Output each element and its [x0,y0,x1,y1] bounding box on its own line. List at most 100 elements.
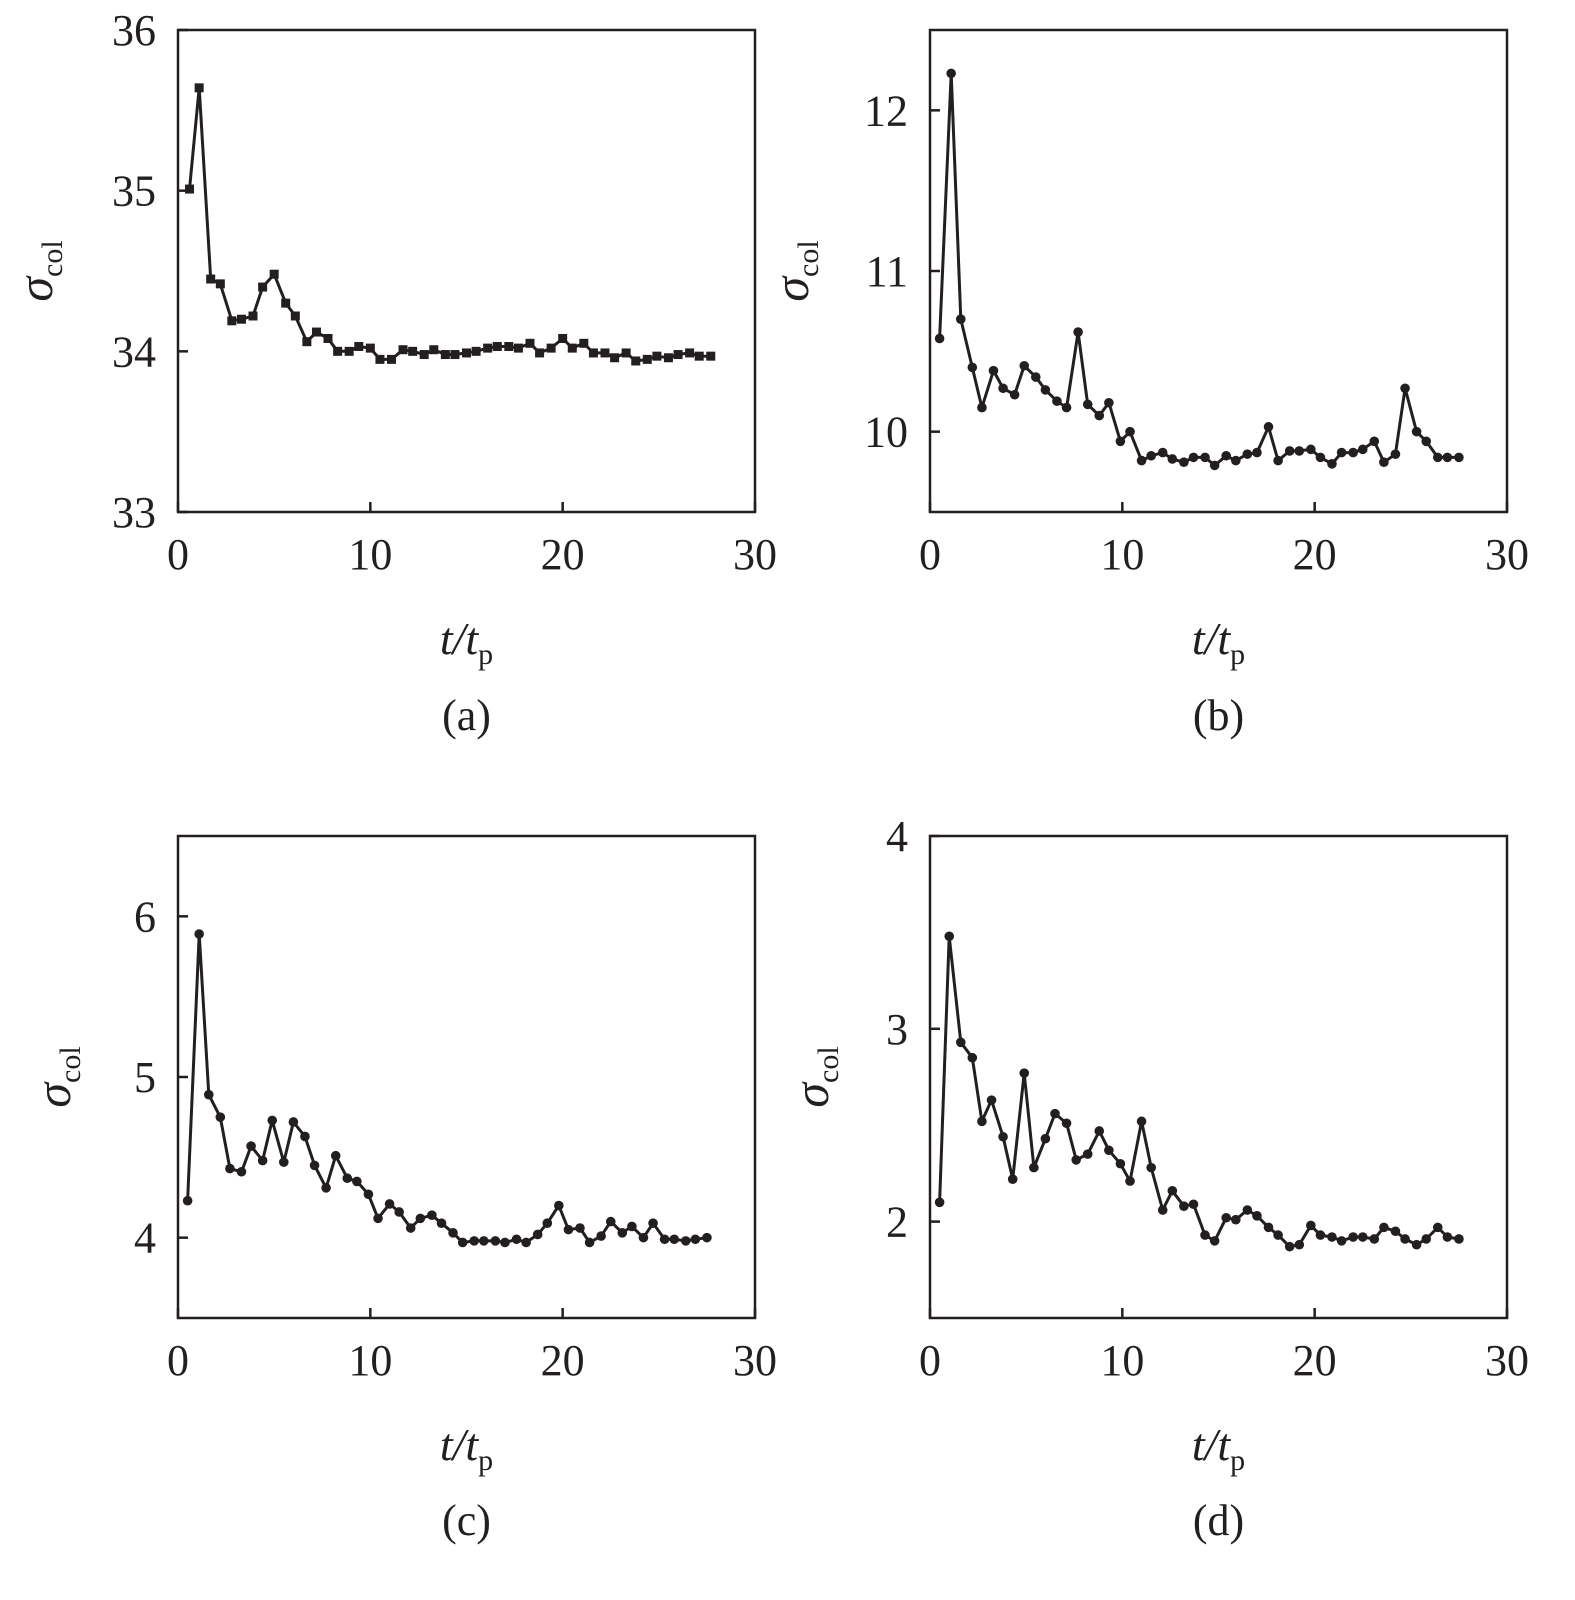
data-point [236,314,246,324]
data-point [977,1116,987,1127]
data-point [1146,450,1156,461]
data-point [1200,452,1210,463]
data-point [375,354,385,364]
data-point [352,1176,362,1187]
data-point [584,1237,595,1248]
data-point [579,338,589,348]
data-point [690,1234,701,1245]
data-point [281,298,291,308]
data-point [1242,1205,1253,1215]
series-line [938,934,1460,1249]
data-point [558,333,568,343]
data-point [669,1234,680,1245]
series-line [188,86,711,363]
data-point [227,316,237,326]
data-point [225,1163,235,1174]
data-point [977,402,987,413]
data-point [1454,452,1464,463]
data-point [354,342,364,352]
data-point [1390,1226,1401,1237]
x-tick-label: 20 [541,1336,585,1385]
chart-panel-4: 0 10 20 30 2 3 4 t/tp σcol (d) [783,812,1529,1545]
y-tick-label: 10 [864,408,908,457]
data-point [1125,1176,1135,1186]
data-point [1421,436,1432,447]
data-point [1136,1116,1147,1127]
data-point [394,1207,404,1217]
data-point [1125,426,1135,437]
data-point [1242,449,1253,459]
data-point [610,353,620,363]
data-point [1179,457,1189,467]
data-point [246,1141,256,1151]
data-point [215,1112,226,1122]
data-point [267,1115,278,1126]
data-point [1369,436,1380,447]
data-point [1252,447,1262,458]
x-tick-label: 30 [1485,1336,1529,1385]
data-point [1167,1185,1178,1196]
chart-panel-2: 0 10 20 30 10 11 12 t/tp σcol (b) [763,28,1529,740]
data-point [457,1237,468,1248]
x-axis-label: t/tp [440,1419,493,1477]
data-point [546,343,556,353]
data-point [1082,399,1093,410]
data-point [1221,1212,1231,1223]
data-point [1094,1126,1105,1136]
data-point [1209,460,1220,471]
data-point [492,342,502,352]
y-tick-label: 33 [112,488,156,537]
x-tick-label: 30 [1485,530,1529,579]
panel-label: (a) [442,691,491,740]
data-point [1273,455,1283,466]
y-tick-label: 4 [134,1214,156,1263]
data-point [535,348,545,358]
x-tick-label: 20 [1293,1336,1337,1385]
data-point [342,1173,353,1184]
data-point [483,343,493,353]
data-point [998,1131,1008,1142]
data-point [1009,389,1020,400]
data-point [563,1224,574,1235]
data-point [1073,327,1083,337]
data-point [1390,449,1401,459]
data-point [542,1218,553,1229]
data-point [1442,452,1453,463]
plot-frame [928,28,1509,514]
data-point [373,1213,383,1224]
data-point [194,83,204,93]
data-point [648,1218,658,1229]
data-point [206,274,216,284]
y-axis-label: σcol [7,240,69,301]
data-point [427,1210,437,1220]
data-point [386,354,396,364]
x-tick-label: 0 [167,530,189,579]
data-point [1052,396,1062,406]
data-point [1379,457,1389,467]
data-point [309,1160,320,1171]
data-point [1030,372,1041,382]
data-point [946,68,956,79]
data-point [986,1095,997,1105]
data-point [1104,397,1114,408]
y-tick-label: 34 [112,327,156,376]
data-point [702,1232,712,1243]
data-point [1061,1118,1072,1129]
data-point [1327,459,1337,469]
data-point [1357,444,1368,455]
data-point [1379,1222,1389,1233]
data-point [462,348,471,358]
x-tick-label: 10 [1100,1336,1144,1385]
data-point [384,1199,395,1209]
data-point [1306,1220,1316,1231]
data-point [1167,454,1178,464]
x-tick-label: 10 [348,1336,392,1385]
x-tick-label: 20 [1293,530,1337,579]
data-point [269,269,279,279]
data-point [429,345,439,355]
data-point [311,327,321,337]
data-point [1421,1234,1432,1244]
data-point [330,1150,341,1161]
data-point [1263,1222,1274,1233]
